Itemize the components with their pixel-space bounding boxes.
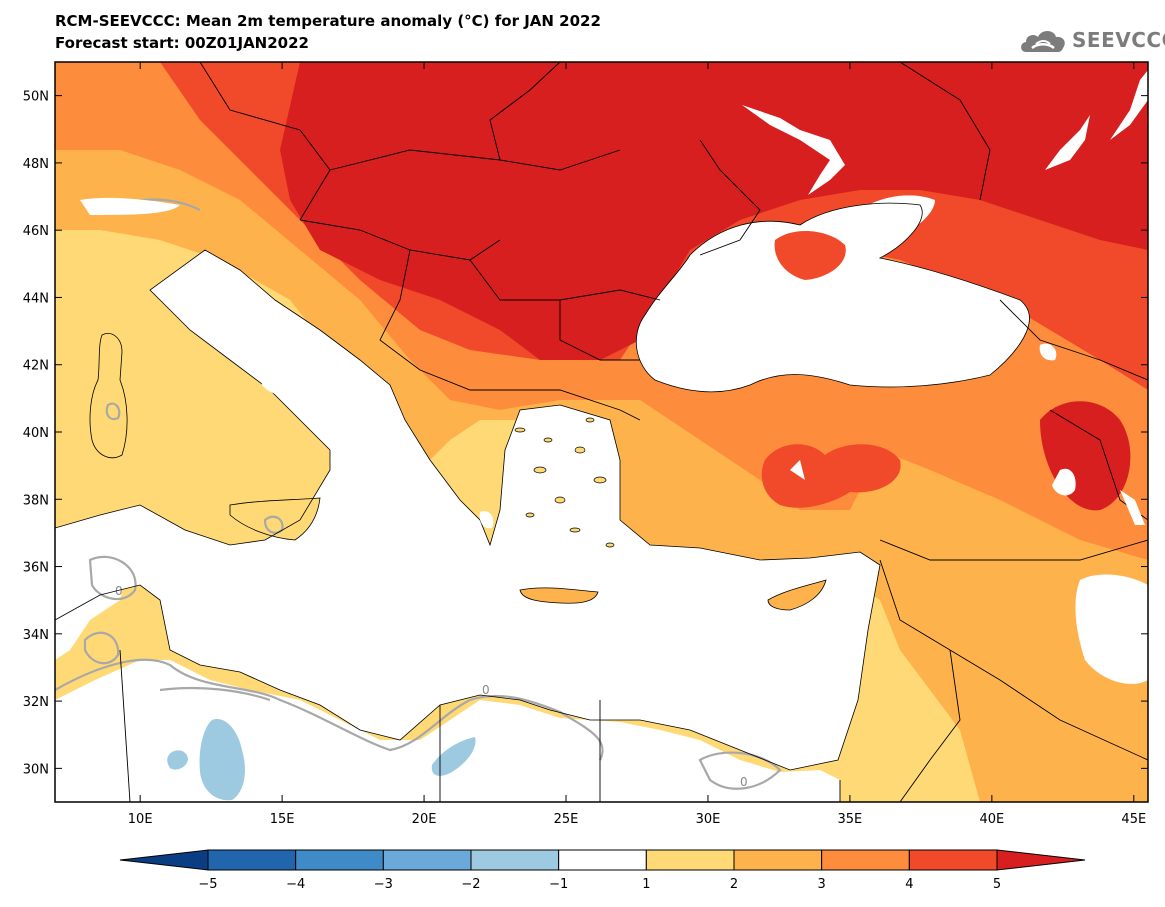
- colorbar-swatch: [821, 849, 910, 871]
- colorbar-tick-label: 2: [730, 877, 738, 892]
- colorbar-tick-label: 1: [642, 877, 650, 892]
- north-africa-west-neutral: [55, 530, 130, 660]
- forecast-start-label: Forecast start: 00Z01JAN2022: [55, 34, 309, 52]
- lat-tick-label: 44N: [23, 291, 49, 306]
- negative-anomaly-egypt: [431, 737, 476, 776]
- colorbar-swatch: [470, 849, 560, 871]
- colorbar-swatch: [645, 849, 735, 871]
- lon-tick-label: 10E: [128, 812, 153, 827]
- colorbar-tick-label: −1: [549, 877, 568, 892]
- colorbar-swatch: [295, 849, 384, 871]
- anomaly-zone-gt5: [280, 62, 1148, 360]
- lon-tick-label: 30E: [696, 812, 721, 827]
- arabia-neutral: [1075, 574, 1148, 684]
- zero-contour-label-libya: 0: [115, 584, 123, 598]
- sea-of-azov: [840, 195, 935, 247]
- colorbar-swatch: [908, 849, 998, 871]
- country-borders: [119, 62, 1148, 802]
- crimea-peninsula: [774, 230, 846, 280]
- colorbar-tick-label: −3: [374, 877, 393, 892]
- lon-tick-label: 15E: [270, 812, 295, 827]
- lat-tick-label: 32N: [23, 695, 49, 710]
- negative-anomaly-libya-small: [167, 750, 188, 770]
- cloud-icon: [1021, 31, 1065, 52]
- aegean-islands: [514, 417, 615, 548]
- latitude-axis: 50N 48N 46N 44N 42N 40N 38N 36N 34N 32N 30N: [23, 90, 1148, 777]
- colorbar-swatch: [382, 849, 472, 871]
- colorbar-extend-low: [119, 849, 209, 871]
- colorbar: −5 −4 −3 −2 −1 1 2 3 4 5: [119, 849, 1086, 892]
- lon-tick-label: 40E: [979, 812, 1004, 827]
- zero-contour-label-east: 0: [740, 775, 748, 789]
- colorbar-tick-label: 3: [818, 877, 826, 892]
- crete: [520, 587, 598, 604]
- lat-tick-label: 40N: [23, 426, 49, 441]
- zero-contour-label-egypt: 0: [482, 683, 490, 697]
- lat-tick-label: 36N: [23, 561, 49, 576]
- colorbar-swatch: [558, 849, 647, 871]
- lat-tick-label: 50N: [23, 90, 49, 105]
- lon-tick-label: 45E: [1121, 812, 1146, 827]
- map-title: RCM-SEEVCCC: Mean 2m temperature anomaly…: [55, 12, 601, 30]
- cyprus: [768, 580, 826, 610]
- black-sea: [636, 203, 1030, 392]
- lon-tick-label: 20E: [412, 812, 437, 827]
- lat-tick-label: 38N: [23, 493, 49, 508]
- colorbar-tick-label: 4: [905, 877, 913, 892]
- lon-tick-label: 25E: [554, 812, 579, 827]
- lat-tick-label: 46N: [23, 224, 49, 239]
- lat-tick-label: 42N: [23, 359, 49, 374]
- neutral-patches: [80, 70, 1148, 529]
- sicily: [230, 498, 320, 540]
- map-area: 0 0 0: [55, 62, 1148, 802]
- colorbar-tick-label: −5: [198, 877, 217, 892]
- mediterranean-sea: [55, 250, 880, 770]
- colorbar-tick-label: 5: [993, 877, 1001, 892]
- lat-tick-label: 48N: [23, 157, 49, 172]
- seevccc-logo: SEEVCCC: [1018, 26, 1165, 54]
- lat-tick-label: 30N: [23, 762, 49, 777]
- colorbar-extend-high: [996, 849, 1086, 871]
- lon-tick-label: 35E: [838, 812, 863, 827]
- anomaly-hotspot-anatolia: [761, 444, 901, 508]
- lat-tick-label: 34N: [23, 628, 49, 643]
- colorbar-tick-label: −2: [461, 877, 480, 892]
- colorbar-swatch: [207, 849, 297, 871]
- colorbar-swatch: [733, 849, 823, 871]
- logo-text: SEEVCCC: [1072, 28, 1165, 52]
- negative-anomaly-libya: [199, 719, 245, 801]
- longitude-axis: 10E 15E 20E 25E 30E 35E 40E 45E: [128, 62, 1146, 827]
- colorbar-tick-label: −4: [286, 877, 305, 892]
